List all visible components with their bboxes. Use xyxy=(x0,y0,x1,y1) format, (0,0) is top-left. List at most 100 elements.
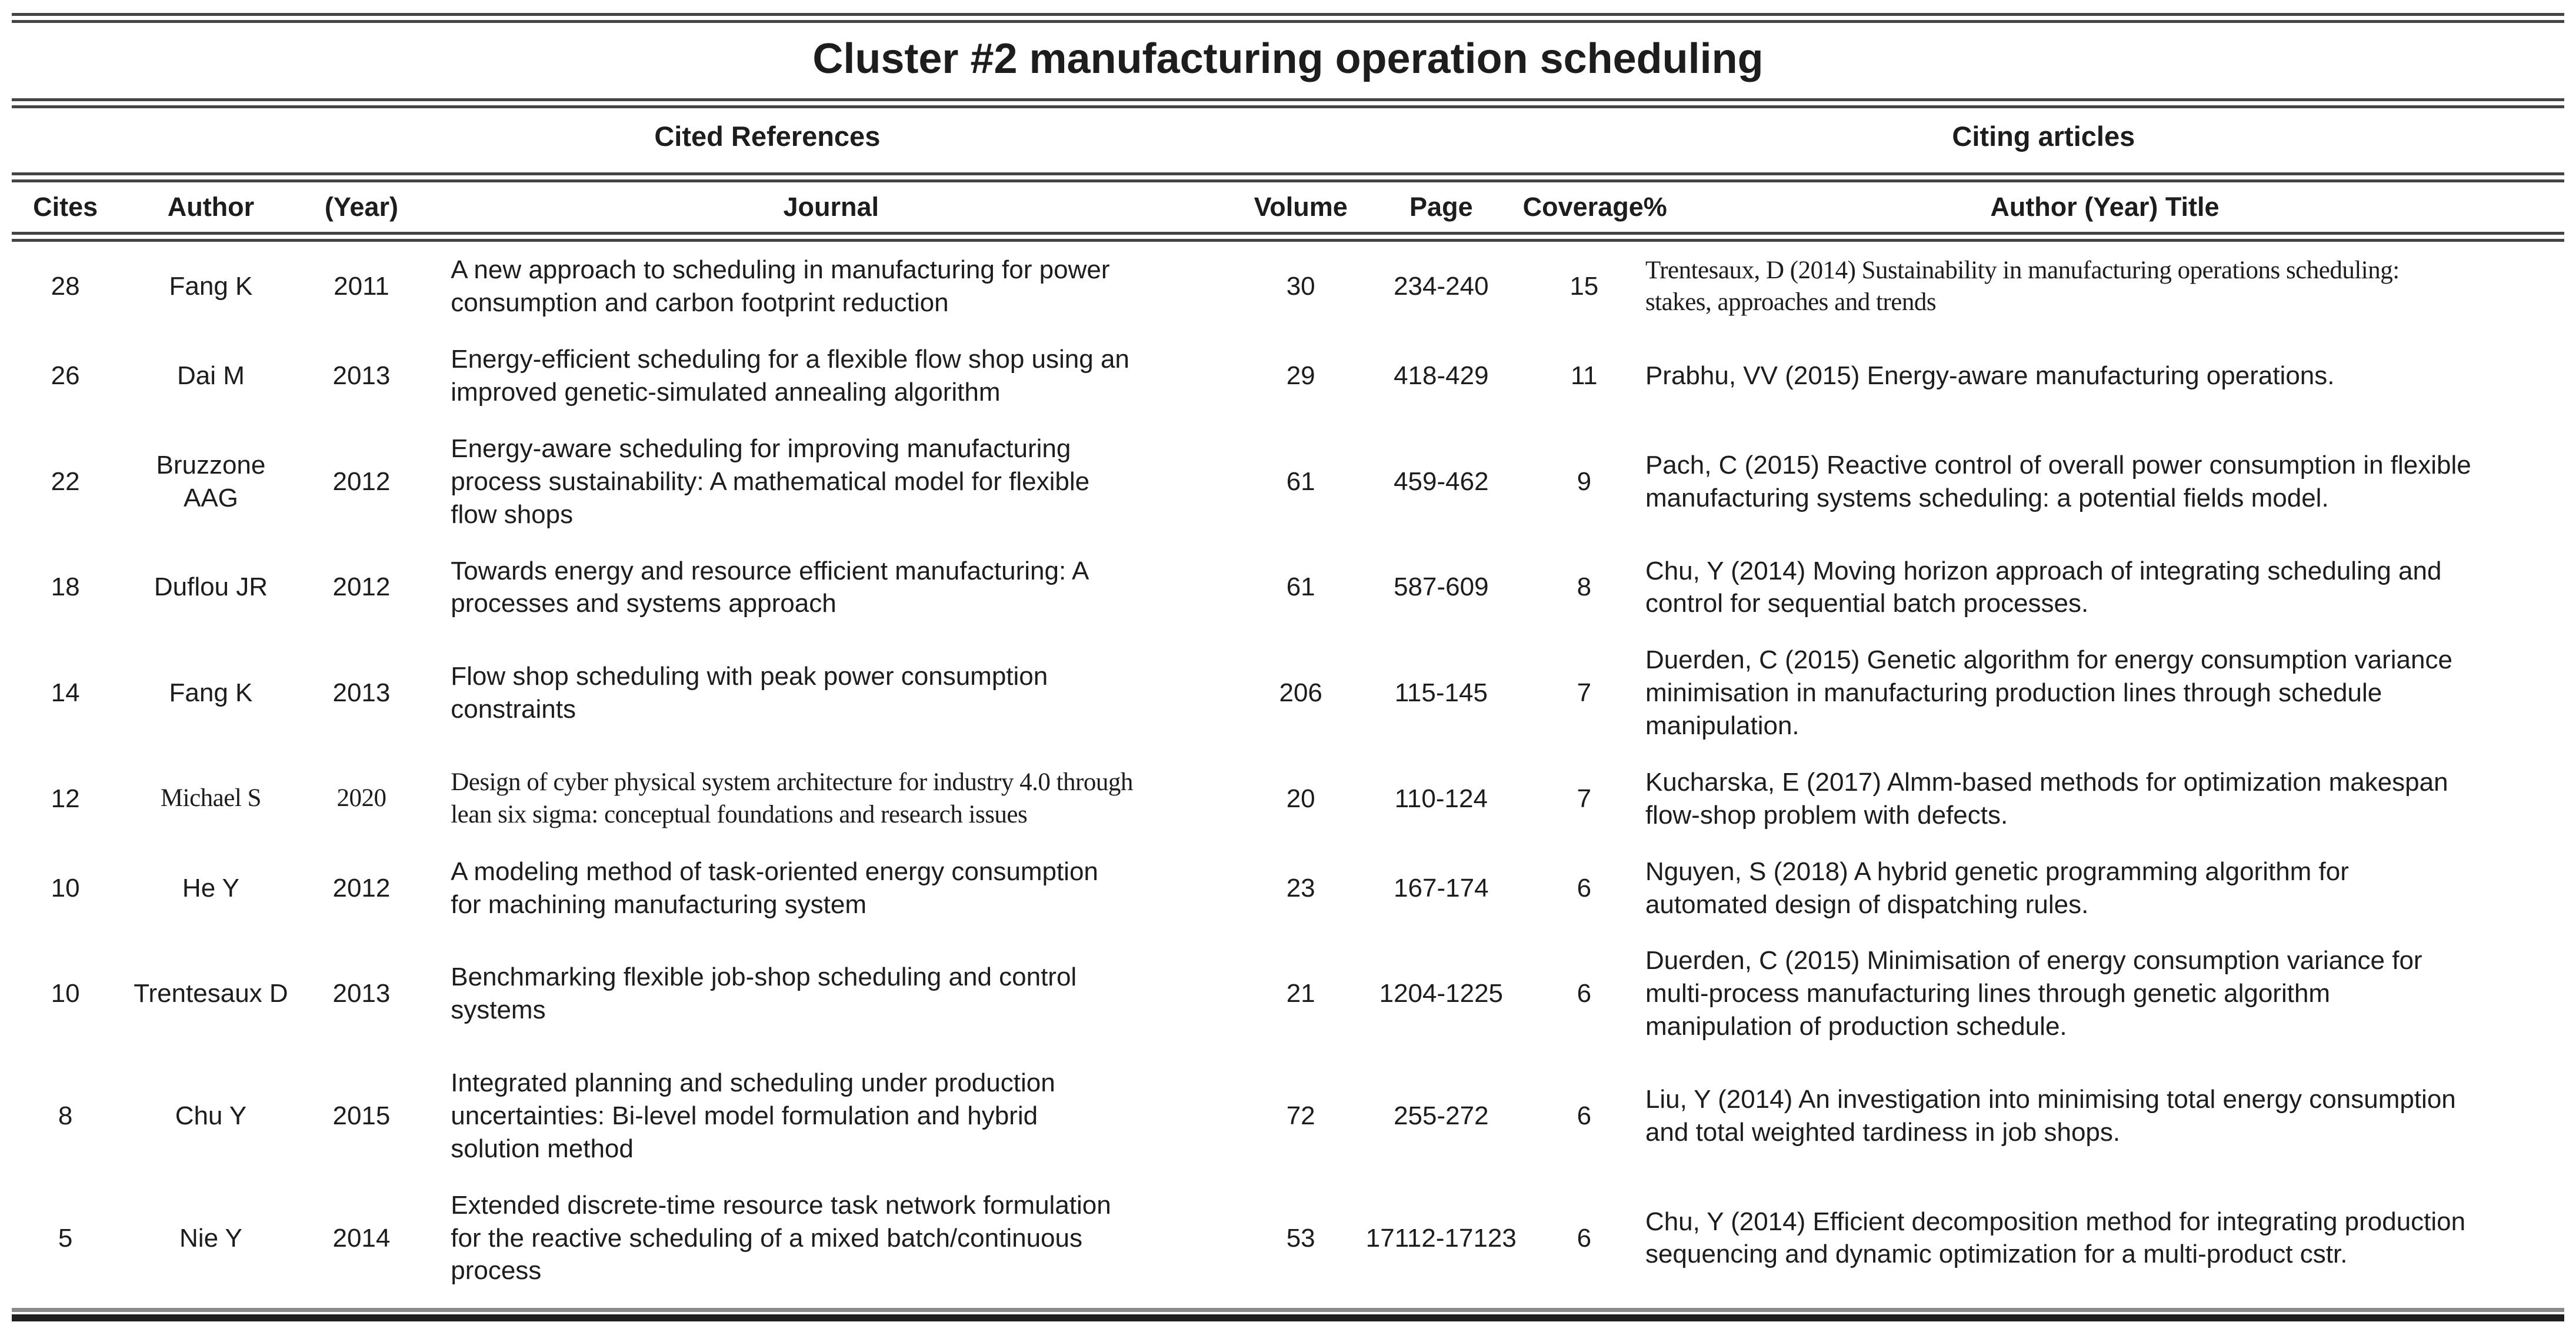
author-cell: He Y xyxy=(182,873,239,903)
table-row: 10 Trentesaux D 2013 Benchmarking flexib… xyxy=(12,933,2564,1055)
year-cell: 2013 xyxy=(332,979,391,1008)
page-cell: 255-272 xyxy=(1394,1101,1489,1130)
citing-article-cell: Prabhu, VV (2015) Energy-aware manufactu… xyxy=(1645,361,2335,391)
author-cell: Bruzzone AAG xyxy=(156,450,266,512)
citing-article-cell: Chu, Y (2014) Efficient decomposition me… xyxy=(1645,1207,2466,1269)
column-header-citing-article: Author (Year) Title xyxy=(1990,192,2220,222)
cites-cell: 28 xyxy=(51,272,80,301)
horizontal-rule-under-title xyxy=(12,98,2564,109)
table-row: 22 Bruzzone AAG 2012 Energy-aware schedul… xyxy=(12,421,2564,543)
section-header-cited-references: Cited References xyxy=(654,121,881,152)
journal-cell: Extended discrete-time resource task net… xyxy=(451,1190,1111,1286)
page-cell: 459-462 xyxy=(1394,467,1489,496)
year-cell: 2012 xyxy=(332,873,391,903)
table-row: 5 Nie Y 2014 Extended discrete-time reso… xyxy=(12,1177,2564,1300)
citing-article-cell: Nguyen, S (2018) A hybrid genetic progra… xyxy=(1645,857,2349,919)
column-header-coverage: Coverage% xyxy=(1522,192,1667,222)
journal-cell: Towards energy and resource efficient ma… xyxy=(451,556,1089,618)
volume-cell: 72 xyxy=(1286,1101,1315,1130)
volume-cell: 29 xyxy=(1286,361,1315,391)
cites-cell: 18 xyxy=(51,572,80,602)
column-header-cites: Cites xyxy=(33,192,98,222)
page-cell: 17112-17123 xyxy=(1365,1223,1517,1253)
volume-cell: 61 xyxy=(1286,467,1315,496)
author-cell: Michael S xyxy=(160,784,262,812)
volume-cell: 30 xyxy=(1286,272,1315,301)
year-cell: 2013 xyxy=(332,361,391,391)
citing-article-cell: Chu, Y (2014) Moving horizon approach of… xyxy=(1645,556,2442,618)
year-cell: 2014 xyxy=(332,1223,391,1253)
cites-cell: 10 xyxy=(51,979,80,1008)
citing-article-cell: Duerden, C (2015) Minimisation of energy… xyxy=(1645,946,2422,1041)
journal-cell: A new approach to scheduling in manufact… xyxy=(451,255,1110,318)
page-cell: 110-124 xyxy=(1394,784,1488,813)
table-row: 18 Duflou JR 2012 Towards energy and res… xyxy=(12,543,2564,632)
column-header-author: Author xyxy=(167,192,255,222)
volume-cell: 61 xyxy=(1286,572,1315,602)
journal-cell: Design of cyber physical system architec… xyxy=(451,768,1133,828)
cites-cell: 5 xyxy=(58,1223,73,1253)
citing-article-cell: Duerden, C (2015) Genetic algorithm for … xyxy=(1645,645,2452,741)
column-header-page: Page xyxy=(1409,192,1473,222)
horizontal-rule-above-headers xyxy=(12,172,2564,183)
coverage-cell: 7 xyxy=(1577,678,1592,708)
page-cell: 1204-1225 xyxy=(1379,979,1504,1008)
page-cell: 234-240 xyxy=(1394,272,1489,301)
year-cell: 2015 xyxy=(332,1101,391,1130)
section-header-citing-articles: Citing articles xyxy=(1952,121,2135,152)
author-cell: Trentesaux D xyxy=(134,979,288,1008)
author-cell: Duflou JR xyxy=(154,572,268,602)
cites-cell: 8 xyxy=(58,1101,73,1130)
table-row: 8 Chu Y 2015 Integrated planning and sch… xyxy=(12,1055,2564,1177)
author-cell: Nie Y xyxy=(179,1223,242,1253)
table-row: 26 Dai M 2013 Energy-efficient schedulin… xyxy=(12,331,2564,421)
coverage-cell: 11 xyxy=(1570,361,1598,391)
coverage-cell: 6 xyxy=(1577,1101,1592,1130)
year-cell: 2011 xyxy=(334,272,389,301)
author-cell: Dai M xyxy=(176,361,245,391)
year-cell: 2020 xyxy=(336,784,386,812)
coverage-cell: 6 xyxy=(1577,1223,1592,1253)
coverage-cell: 8 xyxy=(1577,572,1592,602)
table-row: 14 Fang K 2013 Flow shop scheduling with… xyxy=(12,632,2564,754)
column-header-year: (Year) xyxy=(324,192,398,222)
citing-article-cell: Liu, Y (2014) An investigation into mini… xyxy=(1645,1084,2456,1147)
horizontal-rule-top xyxy=(12,13,2564,23)
volume-cell: 206 xyxy=(1279,678,1322,708)
cites-cell: 10 xyxy=(51,873,80,903)
coverage-cell: 15 xyxy=(1569,272,1599,301)
citing-article-cell: Kucharska, E (2017) Almm-based methods f… xyxy=(1645,767,2448,830)
horizontal-rule-below-headers xyxy=(12,232,2564,242)
author-cell: Fang K xyxy=(169,678,253,708)
column-header-row: Cites Author (Year) Journal Volume Page … xyxy=(12,182,2564,232)
coverage-cell: 6 xyxy=(1577,979,1592,1008)
column-header-journal: Journal xyxy=(783,192,879,222)
journal-cell: Integrated planning and scheduling under… xyxy=(451,1068,1055,1163)
table-row: 12 Michael S 2020 Design of cyber physic… xyxy=(12,754,2564,844)
coverage-cell: 7 xyxy=(1577,784,1592,813)
year-cell: 2013 xyxy=(332,678,391,708)
cluster-table-body: 28 Fang K 2011 A new approach to schedul… xyxy=(12,242,2564,1299)
journal-cell: Flow shop scheduling with peak power con… xyxy=(451,662,1048,724)
journal-cell: Energy-efficient scheduling for a flexib… xyxy=(451,345,1129,407)
author-cell: Chu Y xyxy=(175,1101,247,1130)
volume-cell: 21 xyxy=(1286,979,1315,1008)
cites-cell: 26 xyxy=(51,361,80,391)
year-cell: 2012 xyxy=(332,467,391,496)
page-cell: 587-609 xyxy=(1394,572,1489,602)
table-row: 10 He Y 2012 A modeling method of task-o… xyxy=(12,844,2564,933)
section-header-row: Cited References Citing articles xyxy=(12,108,2564,172)
citing-article-cell: Trentesaux, D (2014) Sustainability in m… xyxy=(1645,256,2400,317)
page-cell: 115-145 xyxy=(1394,678,1488,708)
coverage-cell: 6 xyxy=(1577,873,1592,903)
journal-cell: Benchmarking flexible job-shop schedulin… xyxy=(451,963,1077,1025)
citing-article-cell: Pach, C (2015) Reactive control of overa… xyxy=(1645,450,2471,512)
volume-cell: 20 xyxy=(1286,784,1315,813)
table-title: Cluster #2 manufacturing operation sched… xyxy=(812,35,1764,82)
cites-cell: 14 xyxy=(51,678,80,708)
table-row: 28 Fang K 2011 A new approach to schedul… xyxy=(12,242,2564,331)
author-cell: Fang K xyxy=(169,272,253,301)
journal-cell: A modeling method of task-oriented energ… xyxy=(451,857,1098,919)
column-header-volume: Volume xyxy=(1254,192,1348,222)
